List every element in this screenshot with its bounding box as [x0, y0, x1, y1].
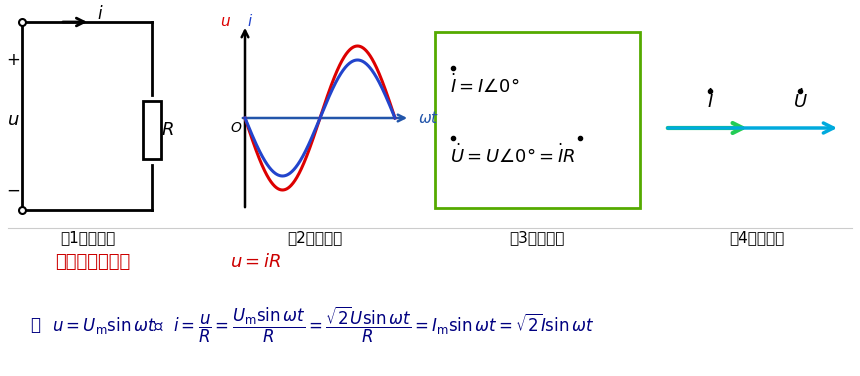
Text: $u = iR$: $u = iR$ — [230, 253, 281, 271]
Text: $i$: $i$ — [96, 5, 103, 23]
Text: $-$: $-$ — [6, 181, 20, 199]
Text: 设: 设 — [30, 316, 40, 334]
Text: （3）相量式: （3）相量式 — [509, 230, 565, 246]
Text: $O$: $O$ — [230, 121, 243, 135]
Text: $i$: $i$ — [247, 13, 253, 29]
Text: （4）相量图: （4）相量图 — [729, 230, 784, 246]
Bar — [143, 101, 161, 159]
Text: $\dot{U}$: $\dot{U}$ — [793, 88, 808, 112]
Text: $R$: $R$ — [161, 121, 174, 139]
Text: $\dot{I} = I\angle 0°$: $\dot{I} = I\angle 0°$ — [450, 73, 519, 97]
Text: $+$: $+$ — [6, 51, 20, 69]
Text: $u = U_\mathrm{m}\sin\omega t$，$\ \ i = \dfrac{u}{R} = \dfrac{U_\mathrm{m}\sin\o: $u = U_\mathrm{m}\sin\omega t$，$\ \ i = … — [52, 305, 594, 345]
Text: （2）波形图: （2）波形图 — [287, 230, 342, 246]
Text: $\dot{U} = U\angle 0° = \dot{I}R$: $\dot{U} = U\angle 0° = \dot{I}R$ — [450, 143, 575, 167]
Text: $\omega t$: $\omega t$ — [418, 110, 439, 126]
Text: $u$: $u$ — [220, 14, 231, 29]
Text: $\dot{I}$: $\dot{I}$ — [707, 88, 714, 112]
Bar — [435, 32, 640, 208]
Text: （1）电路图: （1）电路图 — [60, 230, 115, 246]
Text: 根据欧姆定律：: 根据欧姆定律： — [55, 253, 130, 271]
Text: $u$: $u$ — [7, 111, 19, 129]
